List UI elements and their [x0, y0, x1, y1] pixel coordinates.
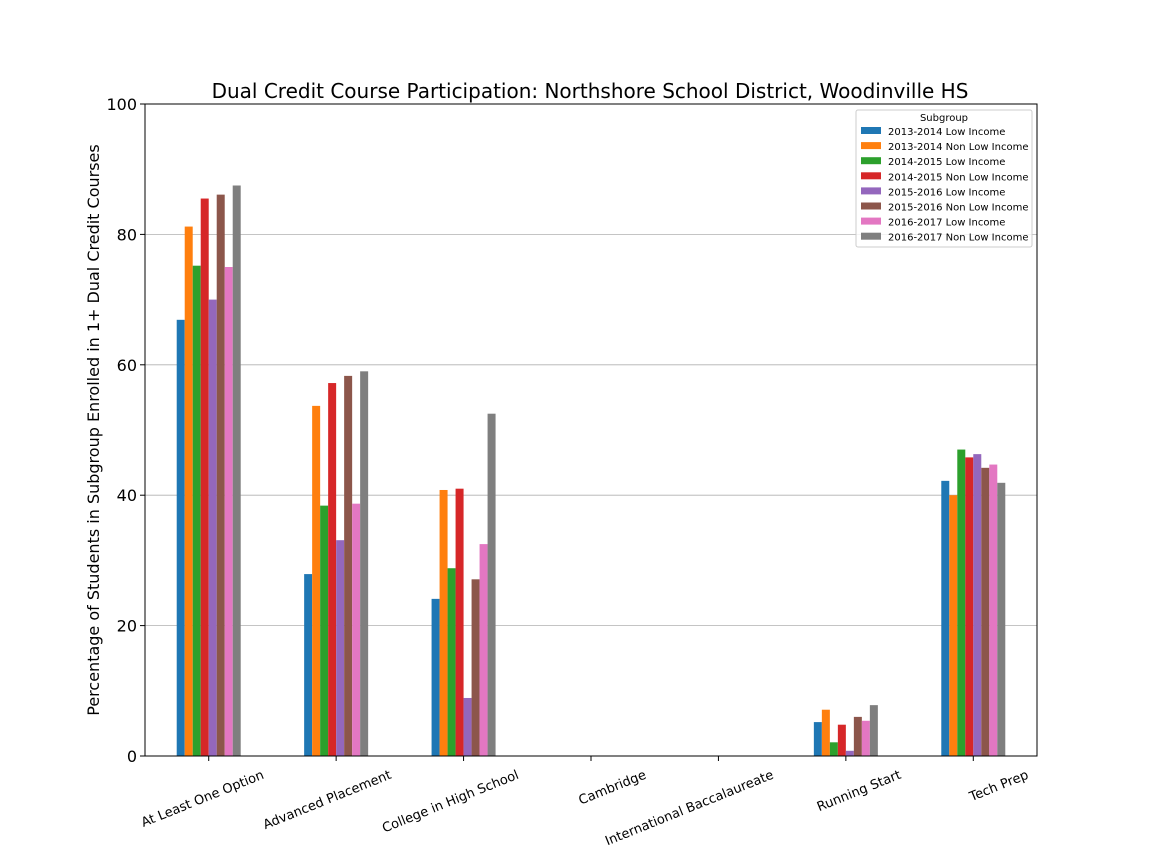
legend-swatch: [861, 142, 881, 150]
bar: [821, 709, 830, 756]
bar: [192, 265, 201, 756]
legend-swatch: [861, 172, 881, 180]
bar: [455, 488, 464, 756]
bar: [439, 489, 448, 756]
legend-swatch: [861, 157, 881, 165]
bar: [957, 449, 966, 756]
bar: [845, 750, 854, 756]
x-tick-label: Tech Prep: [967, 768, 1031, 806]
legend-label: 2014-2015 Low Income: [888, 157, 1005, 168]
legend-label: 2016-2017 Non Low Income: [888, 233, 1028, 244]
legend-label: 2013-2014 Non Low Income: [888, 142, 1028, 153]
legend-items: 2013-2014 Low Income 2013-2014 Non Low In…: [861, 127, 1028, 244]
legend-label: 2013-2014 Low Income: [888, 127, 1005, 138]
y-tick-labels: 0 20 40 60 80 100: [106, 95, 145, 766]
bar: [328, 383, 337, 756]
bar: [487, 413, 496, 756]
bar: [176, 319, 185, 756]
bar: [869, 705, 878, 756]
bar: [184, 226, 193, 757]
bar: [431, 598, 440, 756]
bar: [208, 299, 217, 756]
legend-label: 2016-2017 Low Income: [888, 218, 1005, 229]
bar: [360, 371, 369, 756]
gridlines: [145, 233, 1037, 626]
legend-swatch: [861, 187, 881, 195]
x-tick-label: Advanced Placement: [261, 768, 394, 833]
bar: [352, 503, 361, 756]
legend: Subgroup 2013-2014 Low Income 2013-2014 N…: [855, 109, 1033, 248]
bars: [176, 185, 1006, 757]
bar: [304, 574, 313, 756]
bar: [320, 505, 329, 756]
bar: [829, 742, 838, 756]
legend-swatch: [861, 127, 881, 134]
y-tick-label: 60: [117, 356, 137, 375]
bar: [973, 454, 982, 756]
bar: [861, 720, 870, 756]
x-tick-label: At Least One Option: [139, 768, 266, 831]
bar: [312, 405, 321, 756]
bar: [200, 198, 209, 757]
y-axis-label: Percentage of Students in Subgroup Enrol…: [84, 144, 103, 715]
legend-title: Subgroup: [920, 113, 968, 124]
bar: [463, 697, 472, 756]
legend-label: 2015-2016 Low Income: [888, 187, 1005, 198]
bar: [216, 194, 225, 757]
legend-frame: [855, 109, 1033, 248]
x-tick-label: College in High School: [380, 768, 521, 837]
y-tick-label: 0: [127, 747, 137, 766]
bar: [471, 579, 480, 756]
y-tick-label: 40: [117, 486, 137, 505]
bar: [949, 495, 958, 756]
y-tick-label: 20: [117, 617, 137, 636]
legend-swatch: [861, 217, 881, 225]
bar: [997, 482, 1006, 756]
bar: [941, 480, 950, 756]
x-tick-label: Running Start: [815, 768, 903, 815]
bar: [989, 464, 998, 756]
bar: [336, 540, 345, 756]
bar: [965, 457, 974, 756]
y-tick-label: 100: [106, 95, 137, 114]
y-tick-label: 80: [117, 225, 137, 244]
legend-label: 2014-2015 Non Low Income: [888, 172, 1028, 183]
legend-swatch: [861, 202, 881, 210]
bar: [813, 722, 822, 756]
bar: [981, 467, 990, 756]
bar: [853, 716, 862, 756]
bar: [479, 544, 488, 756]
bar: [344, 375, 353, 756]
legend-label: 2015-2016 Non Low Income: [888, 203, 1028, 214]
bar: [837, 724, 846, 756]
legend-swatch: [861, 232, 881, 240]
bar: [447, 568, 456, 756]
bar: [224, 267, 233, 756]
bar: [232, 185, 241, 756]
x-tick-label: Cambridge: [577, 768, 649, 809]
chart-title: Dual Credit Course Participation: Norths…: [212, 79, 969, 103]
